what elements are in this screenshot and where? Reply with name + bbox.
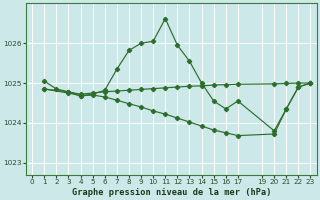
X-axis label: Graphe pression niveau de la mer (hPa): Graphe pression niveau de la mer (hPa) bbox=[72, 188, 271, 197]
